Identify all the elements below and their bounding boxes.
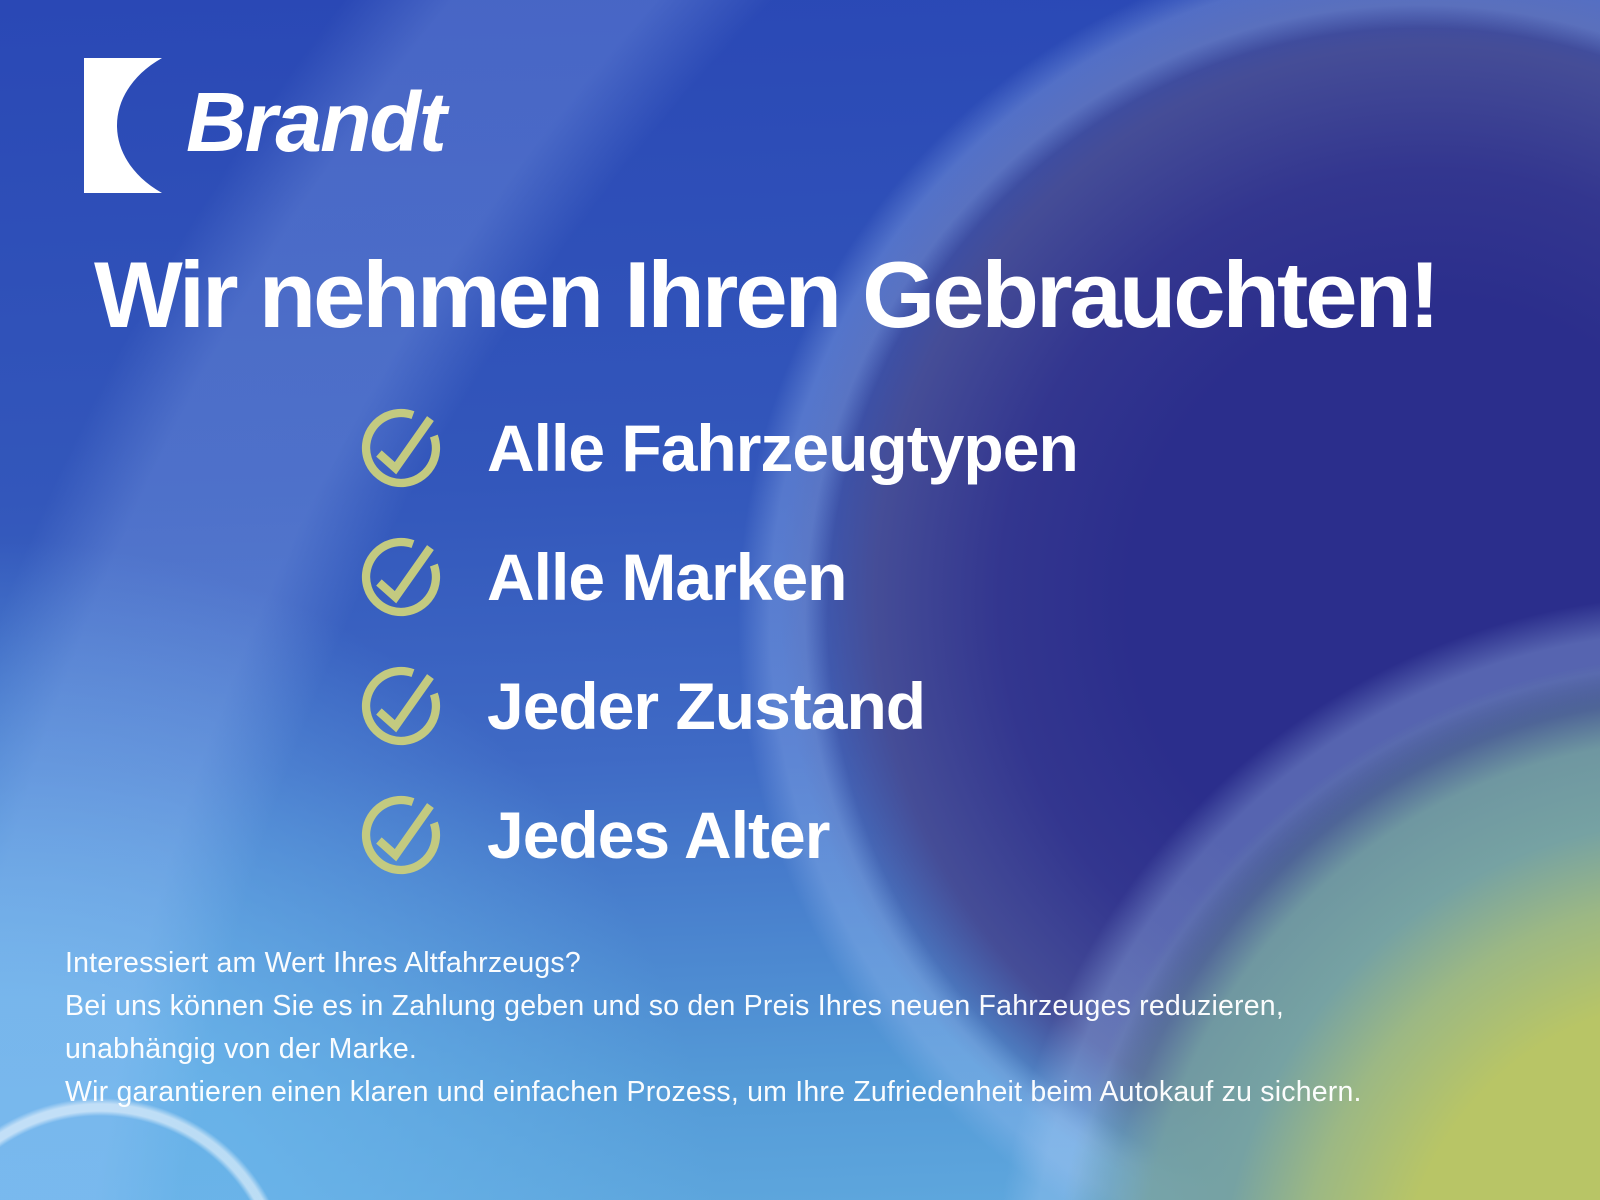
headline: Wir nehmen Ihren Gebrauchten! — [94, 242, 1440, 347]
benefit-label: Jeder Zustand — [487, 669, 926, 743]
check-circle-icon — [361, 666, 441, 746]
check-circle-icon — [361, 537, 441, 617]
benefit-label: Alle Fahrzeugtypen — [487, 411, 1079, 485]
list-item: Alle Fahrzeugtypen — [355, 402, 1079, 494]
benefits-list: Alle Fahrzeugtypen Alle Marken Jeder Zus… — [355, 402, 1079, 881]
brand-logo: Brandt — [82, 58, 447, 193]
check-circle-icon — [361, 408, 441, 488]
benefit-label: Jedes Alter — [487, 798, 830, 872]
brand-logo-text: Brandt — [186, 75, 447, 169]
check-circle-icon — [361, 795, 441, 875]
benefit-label: Alle Marken — [487, 540, 847, 614]
footer-text: Interessiert am Wert Ihres Altfahrzeugs?… — [65, 942, 1362, 1114]
list-item: Jeder Zustand — [355, 660, 1078, 752]
list-item: Jedes Alter — [355, 789, 1078, 881]
footer-line: Bei uns können Sie es in Zahlung geben u… — [65, 990, 1284, 1022]
footer-line: Interessiert am Wert Ihres Altfahrzeugs? — [65, 947, 581, 979]
footer-line: Wir garantieren einen klaren und einfach… — [65, 1076, 1362, 1108]
footer-line: unabhängig von der Marke. — [65, 1033, 417, 1065]
brand-logo-mark-icon — [84, 58, 162, 193]
list-item: Alle Marken — [355, 531, 1078, 623]
